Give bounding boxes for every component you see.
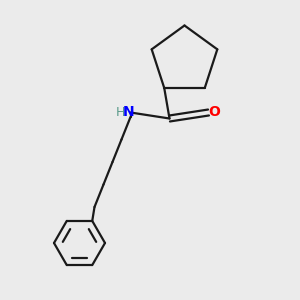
Text: H: H (115, 106, 125, 119)
Text: N: N (123, 106, 135, 119)
Text: O: O (208, 106, 220, 119)
